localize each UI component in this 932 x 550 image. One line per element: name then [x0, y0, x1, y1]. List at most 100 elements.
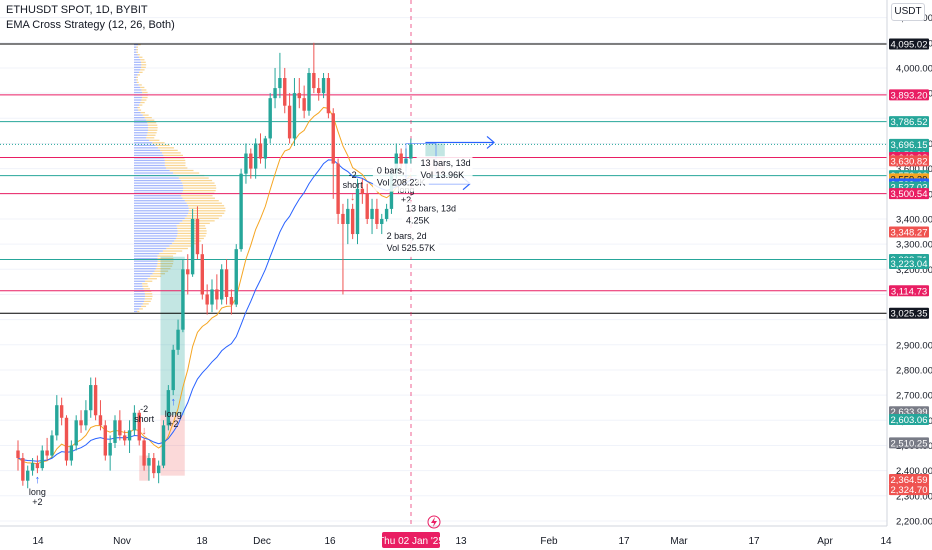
- price-badge-label: 2,364.59: [891, 475, 928, 486]
- volume-profile-bar: [152, 142, 165, 144]
- volume-profile-bar: [147, 124, 158, 126]
- volume-profile-bar: [134, 91, 143, 94]
- candle-body: [64, 417, 69, 461]
- volume-profile-bar: [136, 79, 138, 81]
- volume-profile-bar: [174, 240, 202, 242]
- candle-body: [365, 193, 369, 219]
- volume-profile-bar: [134, 263, 158, 265]
- volume-profile-bar: [134, 187, 184, 189]
- candle-body: [118, 420, 122, 436]
- candle-body: [166, 390, 171, 426]
- long-entry-arrow-icon: ↑: [35, 474, 41, 486]
- x-tick-label: 13: [455, 536, 467, 547]
- volume-profile-bar: [134, 280, 145, 282]
- candle-body: [30, 463, 35, 471]
- x-tick-label: 17: [748, 536, 760, 547]
- volume-profile-bar: [139, 71, 143, 73]
- volume-profile-bar: [134, 114, 143, 116]
- trade-label: -2: [140, 404, 148, 414]
- candle-body: [127, 430, 132, 441]
- y-tick-label: 3,600.00: [896, 164, 932, 175]
- candle-body: [370, 208, 374, 219]
- candle-body: [399, 153, 403, 164]
- volume-profile-bar: [139, 308, 143, 310]
- volume-profile-bar: [141, 64, 147, 66]
- candle-body: [186, 269, 190, 275]
- volume-profile-bar: [134, 255, 158, 257]
- volume-profile-bar: [147, 122, 157, 124]
- candle-body: [74, 420, 78, 446]
- candle-body: [331, 113, 335, 164]
- volume-profile-bar: [136, 76, 138, 79]
- volume-profile-bar: [152, 273, 165, 275]
- volume-profile-bar: [134, 117, 145, 119]
- volume-profile-bar: [175, 237, 204, 240]
- volume-profile-bar: [134, 86, 141, 89]
- volume-profile-bar: [145, 295, 153, 297]
- volume-profile-bar: [134, 159, 165, 162]
- volume-profile-bar: [143, 288, 150, 290]
- volume-profile-bar: [169, 245, 194, 247]
- volume-profile-bar: [150, 275, 162, 277]
- candle-body: [409, 144, 413, 159]
- volume-profile-bar: [134, 293, 145, 295]
- candle-body: [224, 269, 229, 297]
- candle-body: [79, 420, 83, 426]
- volume-profile-bar: [157, 147, 174, 149]
- currency-button[interactable]: USDT: [891, 3, 925, 21]
- volume-profile-bar: [134, 212, 189, 214]
- volume-profile-bar: [134, 144, 156, 146]
- volume-profile-bar: [134, 56, 140, 58]
- volume-profile-bar: [134, 154, 164, 157]
- price-badge-label: 4,095.02: [891, 40, 928, 51]
- volume-profile-bar: [134, 179, 181, 182]
- x-tick-label-highlight: Thu 02 Jan '25: [378, 536, 444, 547]
- price-badge: [889, 414, 929, 426]
- candle-body: [292, 93, 297, 139]
- candle-body: [355, 188, 360, 235]
- y-tick-label: 3,200.00: [896, 265, 932, 276]
- measure-label-bg: [416, 156, 473, 185]
- price-badge-label: 3,630.82: [891, 156, 928, 167]
- volume-profile-bar: [134, 119, 147, 121]
- volume-profile-bar: [134, 152, 163, 154]
- volume-profile-bar: [164, 162, 186, 164]
- volume-profile-bar: [162, 152, 181, 154]
- volume-profile-bar: [134, 220, 183, 222]
- candle-body: [26, 470, 30, 481]
- candle-body: [210, 289, 214, 305]
- measure-label: 13 bars, 13d: [406, 203, 456, 213]
- x-tick-label: 16: [324, 536, 336, 547]
- candle-body: [50, 435, 54, 456]
- volume-profile-bar: [144, 290, 152, 292]
- candle-body: [287, 105, 292, 139]
- volume-profile-bar: [146, 137, 155, 139]
- volume-profile-bar: [134, 237, 176, 240]
- volume-profile-bar: [134, 79, 137, 81]
- volume-profile-bar: [169, 169, 194, 172]
- candle-body: [360, 188, 365, 194]
- volume-profile-bar: [173, 172, 200, 174]
- candle-body: [190, 218, 195, 275]
- price-badge: [889, 155, 929, 167]
- volume-profile-bar: [134, 225, 177, 227]
- candle-body: [283, 78, 287, 106]
- volume-profile-bar: [134, 54, 138, 56]
- volume-profile-bar: [134, 172, 174, 174]
- trade-profit-zone: [160, 256, 185, 416]
- volume-profile-bar: [164, 164, 186, 167]
- y-tick-label: 2,200.00: [896, 516, 932, 527]
- price-badge-label: 3,893.20: [891, 90, 928, 101]
- volume-profile-bar: [134, 190, 184, 192]
- volume-profile-bar: [139, 56, 143, 58]
- long-entry-arrow-icon: ↑: [170, 396, 176, 408]
- volume-profile-bar: [141, 305, 147, 308]
- price-badge: [889, 474, 929, 486]
- candle-body: [171, 349, 175, 391]
- volume-profile-bar: [134, 210, 189, 212]
- volume-profile-bar: [142, 285, 149, 287]
- volume-profile-bar: [134, 106, 138, 109]
- candle-body: [35, 463, 40, 469]
- volume-profile-bar: [140, 59, 145, 61]
